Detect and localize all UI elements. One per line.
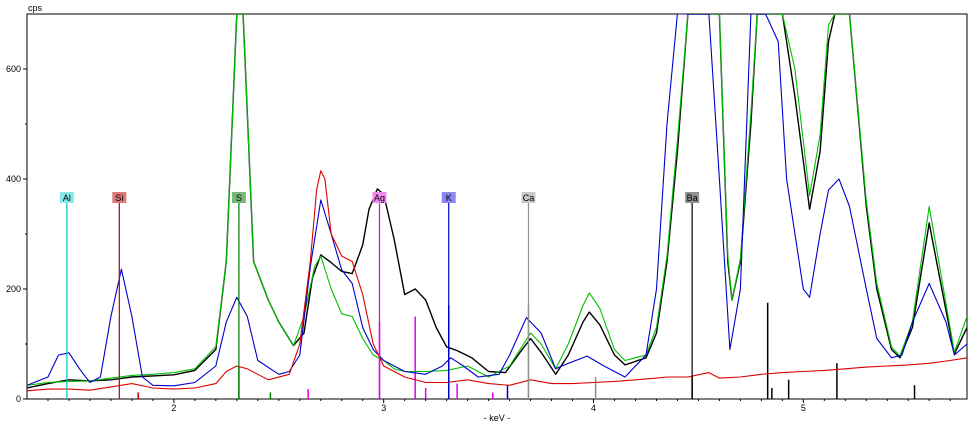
series-line (27, 14, 967, 386)
x-tick-label: 4 (591, 403, 596, 413)
element-marker-label: K (446, 193, 452, 203)
element-marker-badge (59, 192, 74, 203)
y-tick-label: 600 (6, 64, 21, 74)
element-marker-label: Al (63, 193, 71, 203)
x-tick-label: 2 (171, 403, 176, 413)
element-marker-label: Ba (687, 193, 698, 203)
element-markers: Al Si S Ag K Ca Ba (59, 192, 700, 399)
y-axis-label: cps (28, 3, 43, 13)
series-line (27, 14, 967, 387)
element-marker-badge (521, 192, 536, 203)
element-marker-label: S (236, 193, 242, 203)
element-marker-badge (112, 192, 127, 203)
element-marker-badge (231, 192, 246, 203)
series-line (27, 170, 967, 392)
element-marker-label: Si (115, 193, 123, 203)
element-marker-badge (685, 192, 700, 203)
y-tick-label: 200 (6, 284, 21, 294)
series-layer (27, 14, 967, 392)
element-marker-badge (372, 192, 387, 203)
x-axis-label: - keV - (484, 413, 511, 423)
x-tick-label: 5 (801, 403, 806, 413)
element-marker-label: Ca (523, 193, 535, 203)
axes: 2 3 4 5 0 200 400 600 (6, 64, 951, 413)
y-tick-label: 400 (6, 174, 21, 184)
y-tick-label: 0 (16, 394, 21, 404)
element-marker-badge (441, 192, 456, 203)
x-tick-label: 3 (381, 403, 386, 413)
element-marker-label: Ag (374, 193, 385, 203)
